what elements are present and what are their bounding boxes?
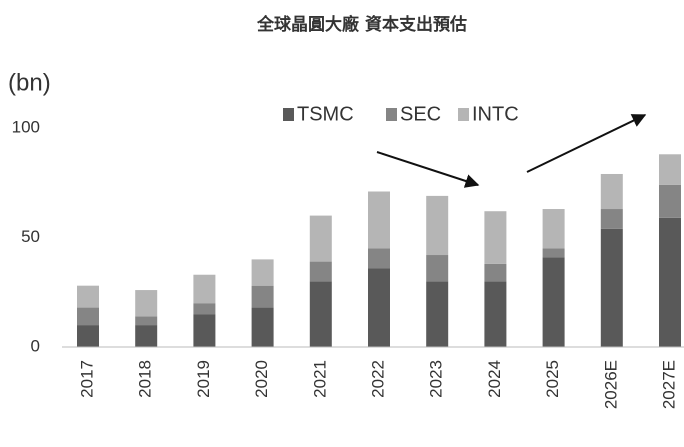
bar-segment: [77, 325, 99, 347]
x-tick-label: 2019: [194, 360, 213, 398]
legend-label: SEC: [400, 103, 441, 125]
y-tick-label: 0: [31, 336, 40, 355]
bar-segment: [77, 307, 99, 326]
bar-segment: [542, 257, 565, 347]
x-tick-label: 2027E: [659, 360, 678, 409]
bar-segment: [484, 263, 507, 282]
bar-segment: [542, 248, 565, 258]
bar-segment: [309, 215, 332, 262]
chart-title: 全球晶圓大廠 資本支出預估: [256, 14, 467, 35]
x-tick-label: 2021: [310, 360, 329, 398]
bar-segment: [309, 281, 332, 347]
bar-segment: [368, 248, 390, 269]
bar-segment: [251, 285, 274, 308]
bar-segment: [659, 217, 681, 347]
y-axis-label: (bn): [8, 69, 51, 96]
bar-segment: [484, 211, 507, 264]
arrow-down: [376, 151, 480, 188]
x-tick-label: 2025: [543, 360, 562, 398]
arrow-up: [526, 114, 647, 173]
bar-segment: [484, 281, 507, 347]
x-tick-label: 2024: [485, 360, 504, 398]
bar-segment: [542, 209, 565, 249]
bar-segment: [309, 261, 332, 282]
bar-segment: [193, 314, 216, 347]
bar-segment: [426, 255, 449, 282]
bar-segment: [600, 173, 623, 210]
bar-segment: [193, 274, 216, 304]
legend-swatch: [283, 108, 294, 121]
x-tick-label: 2022: [368, 360, 387, 398]
y-tick-label: 50: [21, 227, 40, 246]
bar-segment: [135, 316, 158, 326]
bar-segment: [251, 259, 274, 286]
bar-segment: [368, 268, 390, 347]
bar-segment: [368, 191, 390, 249]
bar-segment: [600, 228, 623, 347]
bar-segment: [426, 281, 449, 347]
y-tick-label: 100: [12, 117, 40, 136]
legend-swatch: [458, 108, 469, 121]
bar-segment: [659, 154, 681, 185]
x-tick-label: 2020: [252, 360, 271, 398]
bar-segment: [135, 290, 158, 317]
bar-segment: [659, 184, 681, 218]
x-tick-label: 2018: [136, 360, 155, 398]
x-tick-label: 2023: [427, 360, 446, 398]
bar-segment: [135, 325, 158, 347]
x-tick-label: 2026E: [601, 360, 620, 409]
legend-label: INTC: [472, 103, 519, 125]
bar-segment: [426, 195, 449, 256]
bar-segment: [600, 209, 623, 229]
bar-segment: [193, 303, 216, 315]
x-tick-label: 2017: [77, 360, 96, 398]
legend-swatch: [386, 108, 397, 121]
bar-segment: [251, 307, 274, 347]
bar-segment: [77, 285, 99, 308]
legend-label: TSMC: [297, 103, 354, 125]
